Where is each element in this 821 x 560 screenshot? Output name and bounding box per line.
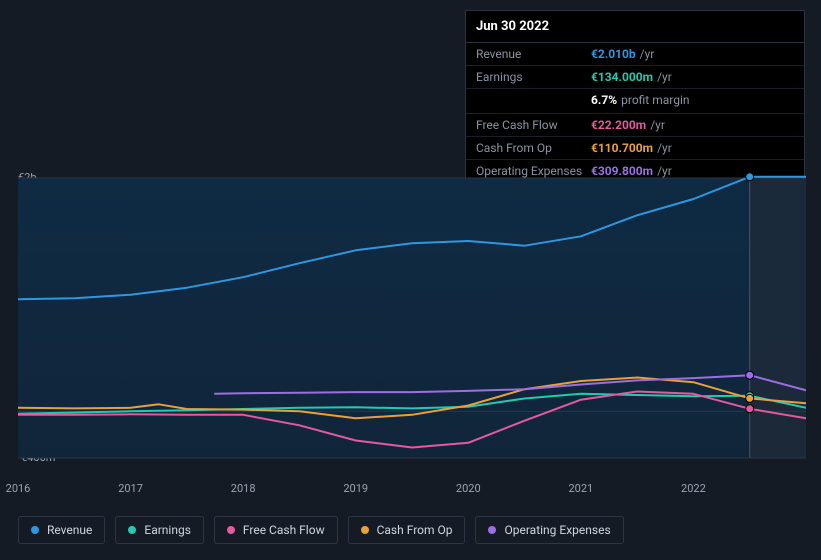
tooltip-row-unit: /yr (657, 141, 672, 155)
legend-item[interactable]: Operating Expenses (475, 516, 623, 544)
tooltip-row-label: Free Cash Flow (476, 118, 591, 132)
legend-label: Revenue (47, 523, 92, 537)
tooltip-row-value: €2.010b (591, 47, 636, 61)
tooltip-date: Jun 30 2022 (466, 11, 804, 43)
legend-label: Operating Expenses (504, 523, 610, 537)
x-axis-label: 2020 (456, 482, 481, 495)
tooltip-row-label: Earnings (476, 70, 591, 84)
tooltip-row-unit: /yr (657, 70, 672, 84)
chart-container: Jun 30 2022 Revenue€2.010b/yrEarnings€13… (0, 0, 821, 560)
tooltip: Jun 30 2022 Revenue€2.010b/yrEarnings€13… (465, 10, 805, 183)
legend-swatch (488, 526, 496, 534)
tooltip-row: Revenue€2.010b/yr (466, 43, 804, 66)
chart-plot (18, 160, 806, 480)
legend-label: Cash From Op (377, 523, 453, 537)
legend-item[interactable]: Revenue (18, 516, 105, 544)
x-axis-label: 2019 (343, 482, 368, 495)
legend-item[interactable]: Free Cash Flow (214, 516, 338, 544)
tooltip-row: Earnings€134.000m/yr (466, 66, 804, 89)
legend-swatch (31, 526, 39, 534)
x-axis-label: 2022 (681, 482, 706, 495)
legend-swatch (361, 526, 369, 534)
x-axis-label: 2017 (118, 482, 143, 495)
legend-label: Free Cash Flow (243, 523, 325, 537)
tooltip-row: Cash From Op€110.700m/yr (466, 137, 804, 160)
legend-item[interactable]: Cash From Op (348, 516, 466, 544)
x-axis-label: 2018 (231, 482, 256, 495)
legend-swatch (128, 526, 136, 534)
legend-label: Earnings (144, 523, 191, 537)
tooltip-row-value: €110.700m (591, 141, 653, 155)
tooltip-row-label: Revenue (476, 47, 591, 61)
tooltip-row-unit: /yr (650, 118, 665, 132)
x-axis-label: 2016 (6, 482, 31, 495)
legend: Revenue Earnings Free Cash Flow Cash From O… (18, 516, 624, 544)
tooltip-row-label: Cash From Op (476, 141, 591, 155)
legend-swatch (227, 526, 235, 534)
tooltip-row: Free Cash Flow€22.200m/yr (466, 114, 804, 137)
tooltip-row-value: €134.000m (591, 70, 653, 84)
tooltip-row-value: €22.200m (591, 118, 646, 132)
tooltip-profit-margin: 6.7%profit margin (466, 89, 804, 114)
tooltip-row-unit: /yr (640, 47, 655, 61)
x-axis-label: 2021 (568, 482, 593, 495)
legend-item[interactable]: Earnings (115, 516, 204, 544)
